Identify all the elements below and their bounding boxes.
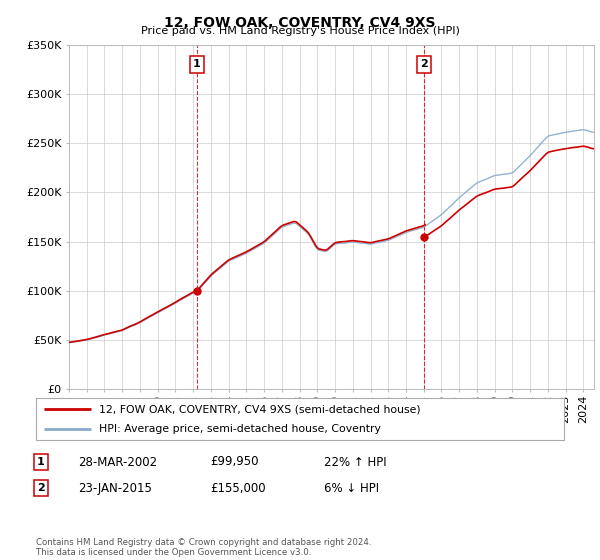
Text: Contains HM Land Registry data © Crown copyright and database right 2024.
This d: Contains HM Land Registry data © Crown c… [36, 538, 371, 557]
Text: 6% ↓ HPI: 6% ↓ HPI [324, 482, 379, 495]
FancyBboxPatch shape [36, 398, 564, 440]
Text: £155,000: £155,000 [210, 482, 266, 495]
Text: 12, FOW OAK, COVENTRY, CV4 9XS (semi-detached house): 12, FOW OAK, COVENTRY, CV4 9XS (semi-det… [100, 404, 421, 414]
Text: 1: 1 [37, 457, 44, 467]
Text: £99,950: £99,950 [210, 455, 259, 469]
Text: 28-MAR-2002: 28-MAR-2002 [78, 455, 157, 469]
Text: 2: 2 [37, 483, 44, 493]
Text: 23-JAN-2015: 23-JAN-2015 [78, 482, 152, 495]
Text: HPI: Average price, semi-detached house, Coventry: HPI: Average price, semi-detached house,… [100, 424, 381, 434]
Text: 12, FOW OAK, COVENTRY, CV4 9XS: 12, FOW OAK, COVENTRY, CV4 9XS [164, 16, 436, 30]
Text: 1: 1 [193, 59, 201, 69]
Text: Price paid vs. HM Land Registry's House Price Index (HPI): Price paid vs. HM Land Registry's House … [140, 26, 460, 36]
Text: 2: 2 [421, 59, 428, 69]
Text: 22% ↑ HPI: 22% ↑ HPI [324, 455, 386, 469]
